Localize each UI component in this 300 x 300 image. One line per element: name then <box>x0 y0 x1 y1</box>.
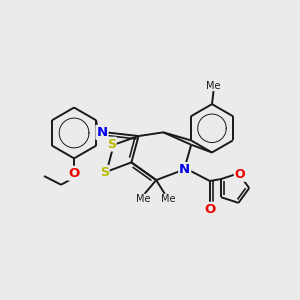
Text: N: N <box>96 126 107 139</box>
Text: O: O <box>235 168 245 181</box>
Text: Me: Me <box>161 194 175 204</box>
Text: S: S <box>107 138 116 151</box>
Text: N: N <box>179 163 190 176</box>
Text: O: O <box>68 167 80 180</box>
Text: Me: Me <box>136 194 150 204</box>
Text: O: O <box>204 203 215 216</box>
Text: S: S <box>100 166 109 179</box>
Text: Me: Me <box>206 80 221 91</box>
